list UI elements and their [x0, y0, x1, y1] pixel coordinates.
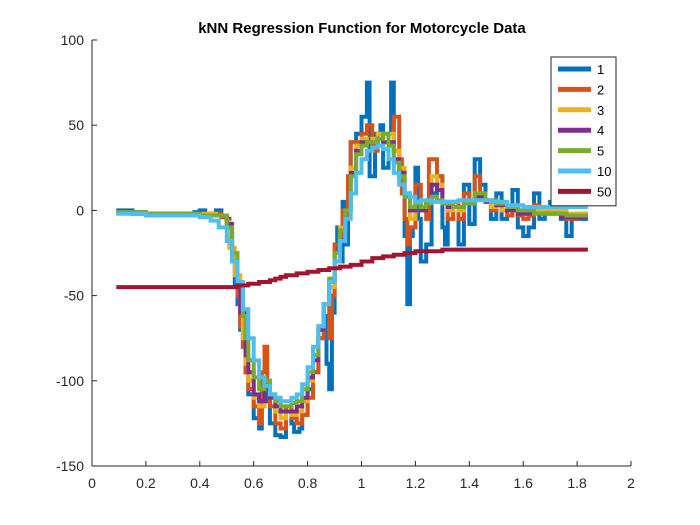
legend: 1 2 3 4 5 10 50 — [550, 56, 617, 207]
legend-label-10: 10 — [597, 164, 611, 179]
x-tick-label: 0.6 — [244, 475, 264, 491]
legend-label-3: 3 — [597, 103, 604, 118]
x-tick-label: 0.4 — [190, 475, 210, 491]
axes: 0 0.2 0.4 0.6 0.8 1 1.2 1.4 1.6 1.8 2 -150 -100 -50 0 5… — [56, 32, 635, 491]
chart-title: kNN Regression Function for Motorcycle D… — [198, 20, 526, 37]
x-tick-label: 1.8 — [567, 475, 587, 491]
x-tick-label: 0.8 — [298, 475, 318, 491]
y-tick-label: 50 — [68, 117, 84, 133]
y-tick-label: 0 — [76, 202, 84, 218]
x-tick-label: 1 — [358, 475, 366, 491]
legend-label-4: 4 — [597, 123, 604, 138]
y-tick-label: -100 — [56, 373, 84, 389]
x-tick-label: 1.4 — [460, 475, 480, 491]
series-line-50 — [116, 247, 588, 290]
x-tick-label: 1.6 — [513, 475, 533, 491]
plot-area — [116, 80, 588, 439]
x-tick-label: 2 — [627, 475, 635, 491]
x-tick-label: 0 — [88, 475, 96, 491]
series-line-2 — [116, 114, 588, 431]
legend-label-5: 5 — [597, 144, 604, 159]
y-tick-label: 100 — [61, 32, 85, 48]
legend-label-50: 50 — [597, 184, 611, 199]
legend-label-1: 1 — [597, 62, 604, 77]
y-tick-label: -150 — [56, 458, 84, 474]
y-tick-label: -50 — [64, 288, 84, 304]
x-tick-label: 0.2 — [136, 475, 156, 491]
x-tick-label: 1.2 — [406, 475, 426, 491]
legend-label-2: 2 — [597, 82, 604, 97]
